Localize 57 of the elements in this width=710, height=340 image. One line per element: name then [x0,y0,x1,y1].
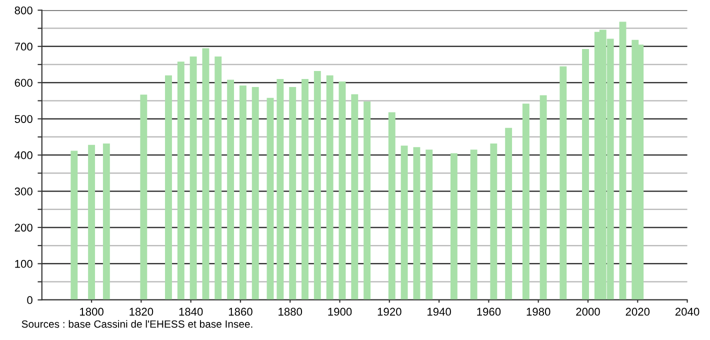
bar [239,86,246,300]
bar [522,104,530,300]
bar [351,94,358,300]
x-tick-label: 2040 [675,308,700,316]
bar [426,150,433,300]
bar [540,95,547,300]
bar [202,48,210,300]
y-tick-label: 300 [14,188,32,196]
x-tick-label: 1920 [378,308,402,316]
bar [252,86,259,300]
bar [88,144,96,300]
bar [560,66,567,300]
x-tick-label: 2020 [626,308,650,316]
bar [190,56,197,300]
y-tick-label: 700 [14,42,32,51]
bar [266,98,274,300]
bar [450,153,458,300]
bar [338,82,346,300]
y-tick-label: 800 [14,6,32,14]
bar [505,128,512,300]
bar [364,101,371,300]
x-tick-label: 1800 [80,308,104,316]
bar [102,143,110,300]
bar [227,80,234,300]
y-tick-label: 200 [14,224,32,232]
y-tick-label: 400 [14,151,32,160]
x-tick-label: 1840 [179,308,203,316]
x-tick-label: 1940 [428,308,451,316]
bar [165,75,172,300]
bar [388,112,396,300]
bar [70,150,78,300]
y-tick-label: 600 [14,78,32,87]
bar [470,150,478,300]
y-tick-label: 0 [27,296,32,304]
x-tick-label: 2000 [576,308,600,316]
x-tick-label: 1860 [228,308,252,316]
x-tick-label: 1880 [278,308,302,316]
y-tick-label: 100 [15,260,32,268]
x-tick-label: 1900 [328,308,352,316]
y-tick-label: 500 [14,115,32,123]
bar [314,71,321,300]
bar [214,56,222,300]
bar [302,79,308,300]
bar [619,22,626,300]
bar [413,147,420,300]
bar [326,75,334,300]
bar [490,143,498,300]
source-note: Sources : base Cassini de l'EHESS et base Insee. [22,320,252,328]
bar [400,146,408,300]
bar [177,62,184,300]
bar [289,86,296,300]
x-tick-label: 1980 [526,308,550,316]
bar [276,79,284,300]
x-tick-label: 1820 [130,308,154,316]
bar [582,48,589,300]
x-tick-label: 1960 [477,308,501,316]
bar [140,94,148,300]
